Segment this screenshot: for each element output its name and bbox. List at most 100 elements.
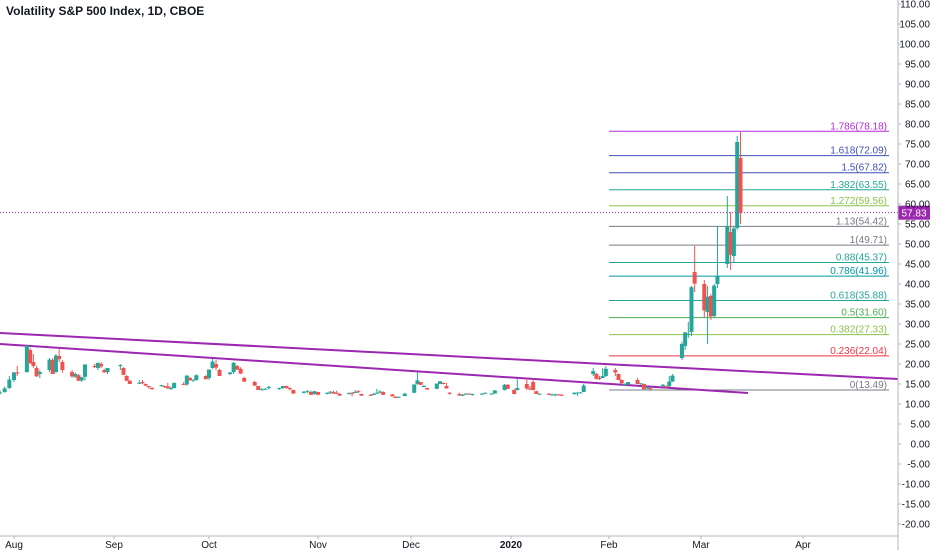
- candle-body: [412, 384, 417, 393]
- candle-body: [512, 390, 517, 394]
- candle-body: [252, 382, 257, 386]
- candle-body: [421, 386, 426, 387]
- candle-body: [515, 388, 520, 390]
- candle-body: [613, 370, 618, 373]
- candle-body: [638, 383, 643, 385]
- candle-body: [102, 370, 107, 373]
- candle-body: [492, 390, 497, 394]
- candle-body: [256, 386, 261, 390]
- candle-body: [550, 394, 555, 396]
- y-tick-label: -15.00: [902, 500, 931, 511]
- fib-label: 1(49.71): [850, 235, 887, 246]
- candle-body: [368, 394, 373, 396]
- candle-body: [188, 378, 192, 381]
- candle-body: [457, 394, 462, 396]
- candle-body: [735, 142, 740, 228]
- candle-body: [712, 285, 717, 316]
- candle-body: [92, 366, 97, 367]
- candle-body: [287, 388, 292, 390]
- candle-body: [660, 384, 665, 386]
- candle-body: [146, 386, 151, 388]
- candle-body: [702, 284, 707, 311]
- y-tick-label: 100.00: [899, 40, 930, 51]
- candle-body: [444, 386, 449, 389]
- candle-body: [308, 392, 313, 395]
- candle-body: [463, 393, 468, 395]
- candle-body: [600, 376, 605, 378]
- candle-body: [553, 394, 558, 396]
- candle-body: [648, 388, 653, 390]
- x-tick-label: Oct: [201, 540, 217, 550]
- candle-body: [217, 370, 222, 376]
- candle-body: [537, 393, 542, 395]
- candle-body: [641, 384, 646, 390]
- candle-body: [667, 381, 672, 387]
- y-tick-label: 95.00: [905, 60, 930, 71]
- y-tick-label: 110.00: [900, 0, 930, 11]
- candle-body: [578, 392, 583, 394]
- candle-body: [460, 394, 465, 396]
- y-tick-label: 10.00: [905, 400, 930, 411]
- candle-body: [53, 355, 58, 372]
- candle-body: [705, 296, 710, 312]
- y-tick-label: 75.00: [905, 140, 930, 151]
- candle-body: [305, 391, 310, 393]
- candle-body: [210, 361, 215, 368]
- candle-body: [686, 333, 691, 335]
- candle-body: [425, 388, 430, 390]
- candle-body: [402, 393, 407, 396]
- channel-upper-line: [0, 332, 899, 380]
- candle-body: [670, 375, 675, 382]
- y-tick-label: 60.00: [905, 200, 930, 211]
- candle-body: [24, 345, 29, 372]
- y-tick-label: 65.00: [905, 180, 930, 191]
- candle-body: [238, 368, 243, 374]
- fib-label: 1.272(59.56): [830, 196, 887, 207]
- candle-body: [325, 392, 330, 394]
- x-tick-label: Sep: [105, 540, 123, 550]
- candle-body: [502, 384, 507, 390]
- y-axis: 110.00 105.00 100.00 95.00 90.00 85.00 80.00 75…: [897, 0, 931, 550]
- candle-body: [259, 389, 264, 391]
- candle-body: [356, 391, 361, 393]
- fib-label: 1.5(67.82): [841, 163, 887, 174]
- fib-label: 1.382(63.55): [830, 180, 887, 191]
- last-price-tag: [898, 205, 930, 220]
- candle-body: [331, 392, 336, 394]
- candle-body: [0, 392, 2, 394]
- candle-body: [715, 276, 720, 284]
- fibonacci-levels: 1.786(78.18) 1.618(72.09) 1.5(67.82) 1.382(…: [609, 121, 889, 391]
- fib-label: 0.786(41.96): [830, 266, 887, 277]
- candle-body: [664, 386, 669, 387]
- candle-body: [438, 381, 443, 384]
- candle-body: [381, 392, 386, 395]
- candle-body: [169, 388, 173, 389]
- candle-body: [277, 388, 282, 389]
- fib-label: 0.236(22.04): [830, 346, 887, 357]
- y-tick-label: 20.00: [905, 360, 930, 371]
- candle-body: [546, 393, 551, 395]
- x-tick-label: Feb: [600, 540, 618, 550]
- fib-label: 0.5(31.60): [841, 308, 887, 319]
- candle-body: [28, 350, 33, 364]
- candle-body: [626, 382, 631, 384]
- y-tick-label: 85.00: [905, 100, 930, 111]
- candle-body: [708, 296, 713, 317]
- last-price-line: 57.83: [0, 205, 930, 220]
- candle-body: [728, 232, 733, 255]
- candle-body: [470, 394, 475, 395]
- candle-body: [619, 380, 624, 384]
- candle-body: [231, 362, 236, 372]
- candle-body: [396, 396, 401, 398]
- candle-body: [280, 386, 285, 388]
- y-tick-label: -10.00: [902, 480, 931, 491]
- candle-body: [235, 366, 240, 370]
- y-tick-label: 70.00: [905, 160, 930, 171]
- candle-body: [203, 376, 208, 380]
- candle-body: [118, 365, 123, 367]
- candle-body: [34, 368, 39, 377]
- candle-body: [12, 372, 16, 380]
- candle-body: [127, 380, 132, 384]
